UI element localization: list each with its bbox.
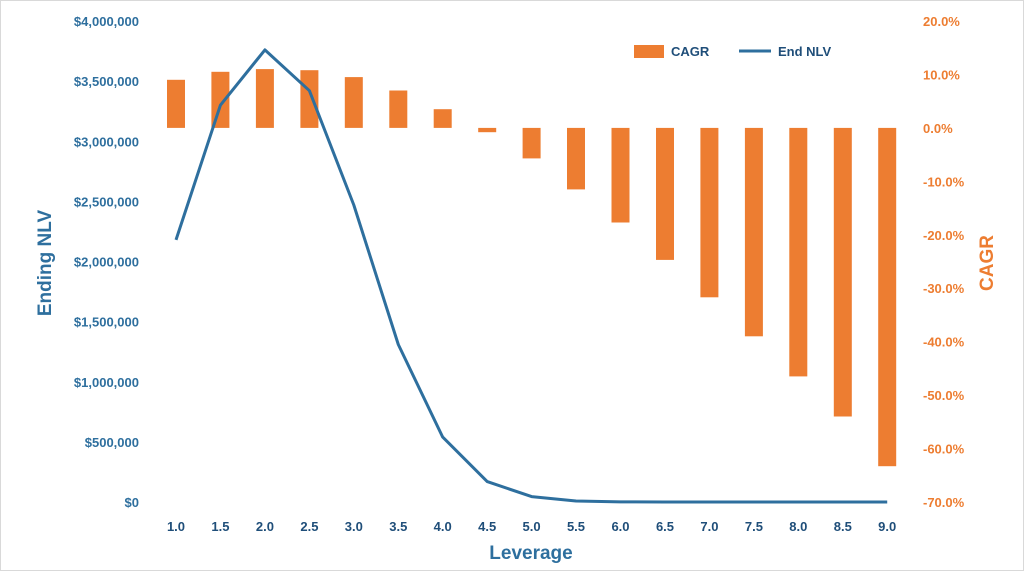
- x-tick-label: 5.5: [567, 519, 585, 534]
- right-tick-label: -50.0%: [923, 388, 965, 403]
- x-tick-label: 2.0: [256, 519, 274, 534]
- x-tick-label: 1.0: [167, 519, 185, 534]
- cagr-bar: [745, 128, 763, 336]
- left-tick-label: $3,500,000: [74, 74, 139, 89]
- right-tick-label: -70.0%: [923, 495, 965, 510]
- cagr-bar: [345, 77, 363, 128]
- legend-swatch-cagr: [634, 45, 664, 58]
- left-tick-label: $2,500,000: [74, 194, 139, 209]
- left-tick-label: $1,500,000: [74, 315, 139, 330]
- right-tick-label: -60.0%: [923, 442, 965, 457]
- right-tick-label: -20.0%: [923, 228, 965, 243]
- right-tick-label: -40.0%: [923, 335, 965, 350]
- y-axis-right-title: CAGR: [977, 235, 998, 291]
- y-axis-left-title: Ending NLV: [35, 210, 56, 317]
- right-tick-label: 20.0%: [923, 14, 960, 29]
- cagr-bar: [434, 109, 452, 128]
- cagr-bar: [211, 72, 229, 128]
- x-tick-label: 2.5: [300, 519, 318, 534]
- cagr-bar: [789, 128, 807, 377]
- x-tick-label: 6.0: [611, 519, 629, 534]
- legend: CAGR End NLV: [634, 44, 832, 59]
- left-tick-label: $500,000: [85, 435, 139, 450]
- cagr-bar: [300, 70, 318, 128]
- left-tick-label: $4,000,000: [74, 14, 139, 29]
- left-tick-label: $0: [125, 495, 139, 510]
- x-tick-label: 7.5: [745, 519, 763, 534]
- cagr-bar: [700, 128, 718, 297]
- x-tick-label: 7.0: [700, 519, 718, 534]
- x-tick-label: 8.5: [834, 519, 852, 534]
- left-tick-label: $2,000,000: [74, 255, 139, 270]
- left-axis-ticks: $0 $500,000 $1,000,000 $1,500,000 $2,000,000…: [74, 14, 139, 510]
- x-tick-label: 8.0: [789, 519, 807, 534]
- x-tick-label: 1.5: [211, 519, 229, 534]
- x-tick-label: 4.5: [478, 519, 496, 534]
- cagr-bar: [878, 128, 896, 466]
- cagr-bar: [256, 69, 274, 128]
- cagr-bar: [656, 128, 674, 260]
- x-tick-label: 6.5: [656, 519, 674, 534]
- x-tick-label: 3.0: [345, 519, 363, 534]
- right-tick-label: -30.0%: [923, 281, 965, 296]
- right-tick-label: -10.0%: [923, 174, 965, 189]
- x-tick-label: 5.0: [523, 519, 541, 534]
- left-tick-label: $3,000,000: [74, 134, 139, 149]
- x-tick-label: 4.0: [434, 519, 452, 534]
- cagr-bar: [834, 128, 852, 417]
- legend-label-end-nlv: End NLV: [778, 44, 832, 59]
- end-nlv-line: [176, 50, 887, 502]
- end-nlv-line-layer: [176, 50, 887, 502]
- cagr-bar: [478, 128, 496, 132]
- cagr-bar: [612, 128, 630, 223]
- x-axis-ticks: 1.0 1.5 2.0 2.5 3.0 3.5 4.0 4.5 5.0 5.5 6.0 6.5 7.0 7…: [167, 519, 896, 534]
- cagr-bar: [567, 128, 585, 189]
- right-axis-ticks: -70.0% -60.0% -50.0% -40.0% -30.0% -20.0% -10.…: [923, 14, 965, 510]
- right-tick-label: 0.0%: [923, 121, 953, 136]
- cagr-bar: [523, 128, 541, 158]
- cagr-bar: [167, 80, 185, 128]
- cagr-bar: [389, 91, 407, 128]
- x-tick-label: 3.5: [389, 519, 407, 534]
- x-axis-title: Leverage: [489, 543, 572, 564]
- x-tick-label: 9.0: [878, 519, 896, 534]
- legend-label-cagr: CAGR: [671, 44, 710, 59]
- left-tick-label: $1,000,000: [74, 375, 139, 390]
- right-tick-label: 10.0%: [923, 67, 960, 82]
- cagr-bars: [167, 69, 896, 466]
